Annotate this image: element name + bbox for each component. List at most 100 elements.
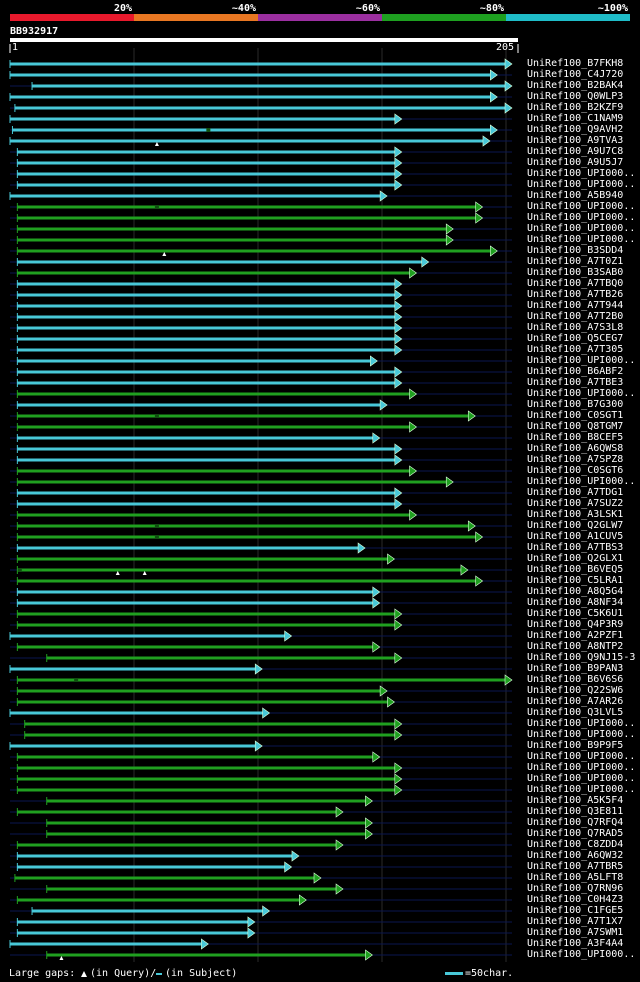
hit-label[interactable]: UniRef100_A7T1X7 bbox=[527, 916, 624, 927]
hit-row[interactable] bbox=[9, 190, 512, 202]
hit-bar[interactable] bbox=[10, 942, 203, 946]
hit-bar[interactable] bbox=[17, 480, 448, 484]
hit-row[interactable] bbox=[10, 355, 512, 367]
hit-label[interactable]: UniRef100_UPI000.. bbox=[527, 718, 636, 729]
hit-bar[interactable] bbox=[17, 502, 396, 506]
hit-row[interactable] bbox=[10, 641, 512, 653]
hit-row[interactable] bbox=[10, 927, 512, 939]
hit-bar[interactable] bbox=[10, 194, 382, 198]
hit-bar[interactable] bbox=[17, 271, 411, 275]
hit-label[interactable]: UniRef100_C0SGT1 bbox=[527, 410, 624, 421]
hit-label[interactable]: UniRef100_B6ABF2 bbox=[527, 366, 624, 377]
hit-label[interactable]: UniRef100_C4J720 bbox=[527, 69, 624, 80]
hit-row[interactable] bbox=[10, 146, 512, 158]
hit-label[interactable]: UniRef100_A7T305 bbox=[527, 344, 624, 355]
hit-label[interactable]: UniRef100_UPI000.. bbox=[527, 784, 636, 795]
hit-label[interactable]: UniRef100_A5B940 bbox=[527, 190, 624, 201]
hit-row[interactable] bbox=[10, 454, 512, 466]
hit-bar[interactable] bbox=[46, 656, 396, 660]
hit-row[interactable] bbox=[9, 663, 512, 675]
hit-row[interactable] bbox=[10, 916, 512, 928]
hit-label[interactable]: UniRef100_UPI000.. bbox=[527, 212, 636, 223]
hit-row[interactable] bbox=[10, 718, 512, 730]
hit-label[interactable]: UniRef100_Q9NJ15-3 bbox=[527, 652, 636, 663]
hit-row[interactable] bbox=[10, 861, 512, 873]
hit-bar[interactable] bbox=[17, 579, 477, 583]
hit-bar[interactable] bbox=[17, 645, 374, 649]
hit-bar[interactable] bbox=[17, 414, 470, 418]
hit-row[interactable] bbox=[10, 80, 513, 92]
hit-row[interactable] bbox=[10, 322, 512, 334]
hit-bar[interactable] bbox=[17, 172, 396, 176]
hit-label[interactable]: UniRef100_Q2GLX1 bbox=[527, 553, 624, 564]
hit-row[interactable] bbox=[10, 839, 512, 851]
hit-bar[interactable] bbox=[17, 546, 360, 550]
hit-label[interactable]: UniRef100_Q22SW6 bbox=[527, 685, 624, 696]
hit-label[interactable]: UniRef100_A3F4A4 bbox=[527, 938, 624, 949]
hit-row[interactable] bbox=[9, 938, 512, 950]
hit-bar[interactable] bbox=[17, 260, 423, 264]
hit-bar[interactable] bbox=[17, 238, 448, 242]
hit-label[interactable]: UniRef100_B8CEF5 bbox=[527, 432, 624, 443]
hit-label[interactable]: UniRef100_B6VEQ5 bbox=[527, 564, 624, 575]
hit-row[interactable] bbox=[10, 399, 512, 411]
hit-row[interactable] bbox=[10, 751, 512, 763]
hit-row[interactable] bbox=[10, 410, 512, 422]
hit-bar[interactable] bbox=[17, 326, 396, 330]
hit-row[interactable] bbox=[10, 597, 512, 609]
hit-label[interactable]: UniRef100_A7TBE3 bbox=[527, 377, 624, 388]
hit-label[interactable]: UniRef100_A7TB26 bbox=[527, 289, 624, 300]
hit-row[interactable] bbox=[10, 465, 512, 477]
hit-bar[interactable] bbox=[46, 887, 338, 891]
hit-bar[interactable] bbox=[17, 513, 411, 517]
hit-bar[interactable] bbox=[17, 205, 477, 209]
hit-row[interactable] bbox=[10, 795, 512, 807]
hit-label[interactable]: UniRef100_A1CUV5 bbox=[527, 531, 624, 542]
hit-label[interactable]: UniRef100_A7TBQ0 bbox=[527, 278, 624, 289]
hit-bar[interactable] bbox=[12, 128, 492, 132]
hit-label[interactable]: UniRef100_UPI000.. bbox=[527, 751, 636, 762]
hit-bar[interactable] bbox=[17, 689, 382, 693]
hit-row[interactable] bbox=[10, 179, 512, 191]
hit-row[interactable] bbox=[10, 311, 512, 323]
hit-row[interactable] bbox=[9, 630, 512, 642]
hit-bar[interactable] bbox=[17, 392, 411, 396]
hit-row[interactable] bbox=[10, 256, 512, 268]
hit-label[interactable]: UniRef100_C5K6U1 bbox=[527, 608, 624, 619]
hit-bar[interactable] bbox=[17, 590, 374, 594]
hit-row[interactable] bbox=[10, 344, 512, 356]
hit-row[interactable] bbox=[10, 388, 512, 400]
hit-row[interactable] bbox=[10, 377, 512, 389]
hit-bar[interactable] bbox=[17, 623, 396, 627]
hit-row[interactable] bbox=[10, 432, 512, 444]
hit-label[interactable]: UniRef100_A9U5J7 bbox=[527, 157, 624, 168]
hit-row[interactable] bbox=[10, 476, 512, 488]
hit-row[interactable] bbox=[10, 333, 512, 345]
hit-bar[interactable] bbox=[17, 491, 396, 495]
hit-label[interactable]: UniRef100_UPI000.. bbox=[527, 729, 636, 740]
hit-bar[interactable] bbox=[17, 700, 389, 704]
hit-bar[interactable] bbox=[17, 425, 411, 429]
hit-row[interactable] bbox=[10, 366, 512, 378]
hit-row[interactable] bbox=[10, 652, 512, 664]
hit-label[interactable]: UniRef100_B7G300 bbox=[527, 399, 624, 410]
hit-row[interactable] bbox=[10, 949, 512, 961]
hit-bar[interactable] bbox=[17, 755, 374, 759]
hit-bar[interactable] bbox=[17, 865, 286, 869]
hit-label[interactable]: UniRef100_C5LRA1 bbox=[527, 575, 624, 586]
hit-bar[interactable] bbox=[17, 843, 338, 847]
hit-label[interactable]: UniRef100_A7T944 bbox=[527, 300, 624, 311]
hit-row[interactable] bbox=[10, 245, 512, 257]
hit-bar[interactable] bbox=[10, 667, 257, 671]
hit-label[interactable]: UniRef100_A7TDG1 bbox=[527, 487, 624, 498]
hit-row[interactable] bbox=[10, 575, 512, 587]
hit-row[interactable] bbox=[10, 157, 512, 169]
hit-label[interactable]: UniRef100_Q9AVH2 bbox=[527, 124, 624, 135]
hit-bar[interactable] bbox=[17, 293, 396, 297]
hit-bar[interactable] bbox=[17, 447, 396, 451]
hit-row[interactable] bbox=[10, 828, 512, 840]
hit-bar[interactable] bbox=[17, 216, 477, 220]
hit-label[interactable]: UniRef100_Q8TGM7 bbox=[527, 421, 624, 432]
hit-row[interactable] bbox=[10, 421, 512, 433]
hit-bar[interactable] bbox=[17, 557, 389, 561]
